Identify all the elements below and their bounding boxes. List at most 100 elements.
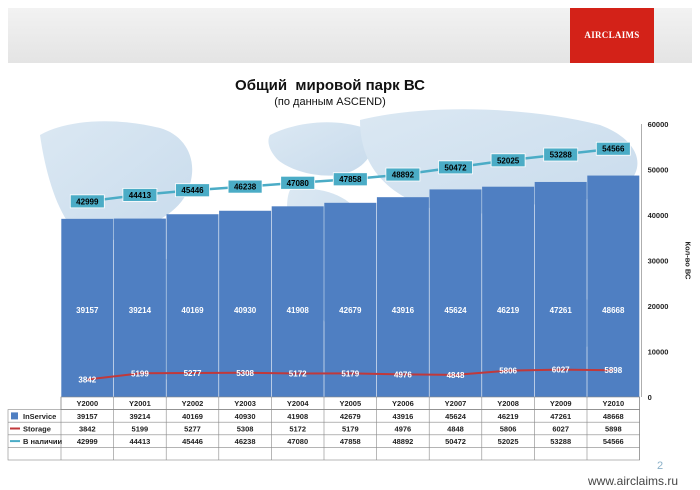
table-cell-value: 52025	[498, 437, 519, 446]
table-cell-value: 53288	[550, 437, 571, 446]
page-number: 2	[657, 460, 664, 472]
x-category-label: Y2002	[182, 399, 204, 408]
y-tick-label: 50000	[648, 166, 669, 175]
bar	[482, 186, 535, 397]
x-category-label: Y2004	[287, 399, 310, 408]
bar	[113, 218, 166, 397]
table-cell-value: 40169	[182, 412, 203, 421]
table-cell-value: 43916	[392, 412, 413, 421]
bar-value-label: 39214	[129, 306, 152, 315]
y-tick-label: 40000	[648, 211, 669, 220]
table-cell-value: 48892	[392, 437, 413, 446]
bar-value-label: 47261	[550, 306, 573, 315]
total-label-box	[332, 172, 368, 187]
storage-value-label: 6027	[552, 366, 570, 375]
y-tick-label: 0	[648, 393, 652, 402]
total-value-label: 44413	[129, 191, 152, 200]
total-label-box	[385, 167, 421, 182]
storage-value-label: 5308	[236, 369, 254, 378]
storage-line	[87, 368, 614, 381]
x-category-label: Y2010	[602, 399, 624, 408]
bar-value-label: 40930	[234, 306, 257, 315]
total-label-box	[69, 194, 105, 209]
bar-value-label: 39157	[76, 306, 99, 315]
total-label-box	[438, 160, 473, 175]
storage-value-label: 5172	[289, 369, 307, 378]
bar	[61, 218, 114, 397]
table-cell-value: 5308	[237, 425, 254, 434]
storage-value-label: 4976	[394, 370, 412, 379]
x-category-label: Y2007	[445, 399, 467, 408]
total-value-label: 53288	[550, 151, 573, 160]
chart-title: Общий мировой парк ВС	[235, 77, 425, 94]
storage-value-label: 5277	[184, 369, 202, 378]
table-cell-value: 42999	[77, 437, 98, 446]
bar	[534, 181, 587, 397]
table-cell-value: 39157	[77, 412, 98, 421]
footer-url: www.airclaims.ru	[588, 474, 679, 488]
storage-value-label: 5806	[499, 367, 517, 376]
table-cell-value: 47858	[340, 437, 361, 446]
storage-value-label: 5179	[341, 369, 359, 378]
table-cell-value: 5172	[289, 425, 306, 434]
legend-key-box	[11, 412, 18, 420]
bar-value-label: 41908	[287, 306, 310, 315]
bar	[324, 202, 377, 397]
bar-value-label: 46219	[497, 306, 520, 315]
storage-value-label: 5898	[604, 366, 622, 375]
table-cell-value: 46219	[498, 412, 519, 421]
airclaims-logo: AIRCLAIMS	[570, 8, 654, 63]
bar	[376, 197, 429, 397]
bar	[271, 206, 324, 397]
table-cell-value: 45446	[182, 437, 203, 446]
table-cell-value: 5199	[132, 425, 149, 434]
table-cell-value: 5806	[500, 425, 517, 434]
table-cell-value: 48668	[603, 412, 624, 421]
y-tick-label: 60000	[648, 120, 669, 129]
table-cell-value: 39214	[129, 412, 151, 421]
total-value-label: 47080	[287, 179, 310, 188]
y-tick-label: 10000	[648, 348, 669, 357]
y-tick-label: 20000	[648, 302, 669, 311]
table-cell-value: 54566	[603, 437, 624, 446]
total-value-label: 48892	[392, 171, 415, 180]
table-cell-value: 42679	[340, 412, 361, 421]
table-cell-value: 50472	[445, 437, 466, 446]
total-value-label: 54566	[602, 145, 625, 154]
bar-value-label: 42679	[339, 306, 362, 315]
table-cell-value: 3842	[79, 425, 96, 434]
total-value-label: 46238	[234, 183, 257, 192]
table-cell-value: 41908	[287, 412, 308, 421]
bar	[166, 214, 219, 397]
storage-value-label: 3842	[78, 376, 96, 385]
y-axis-label: Кол-во ВС	[684, 242, 693, 281]
legend-series-label: В наличии	[23, 437, 63, 446]
storage-value-label: 5199	[131, 369, 149, 378]
y-tick-label: 30000	[648, 257, 669, 266]
table-cell-value: 5898	[605, 425, 622, 434]
x-category-label: Y2008	[497, 399, 519, 408]
bar-value-label: 43916	[392, 306, 415, 315]
total-value-label: 42999	[76, 197, 99, 206]
legend-series-label: Storage	[23, 425, 51, 434]
table-cell-value: 40930	[235, 412, 256, 421]
x-category-label: Y2009	[550, 399, 572, 408]
table-cell-value: 45624	[445, 412, 467, 421]
total-label-box	[122, 188, 158, 202]
total-label-box	[175, 183, 210, 198]
table-cell-value: 6027	[552, 425, 569, 434]
bar-value-label: 48668	[602, 306, 625, 315]
table-cell-value: 4848	[447, 425, 464, 434]
total-value-label: 45446	[181, 186, 204, 195]
table-cell-value: 44413	[129, 437, 150, 446]
table-cell-value: 47261	[550, 412, 571, 421]
x-category-label: Y2006	[392, 399, 414, 408]
total-label-box	[227, 179, 263, 194]
total-value-label: 52025	[497, 156, 520, 165]
table-cell-value: 5277	[184, 425, 201, 434]
total-label-box	[280, 175, 316, 190]
total-label-box	[543, 147, 579, 162]
storage-value-label: 4848	[447, 371, 465, 380]
legend-series-label: InService	[23, 412, 56, 421]
